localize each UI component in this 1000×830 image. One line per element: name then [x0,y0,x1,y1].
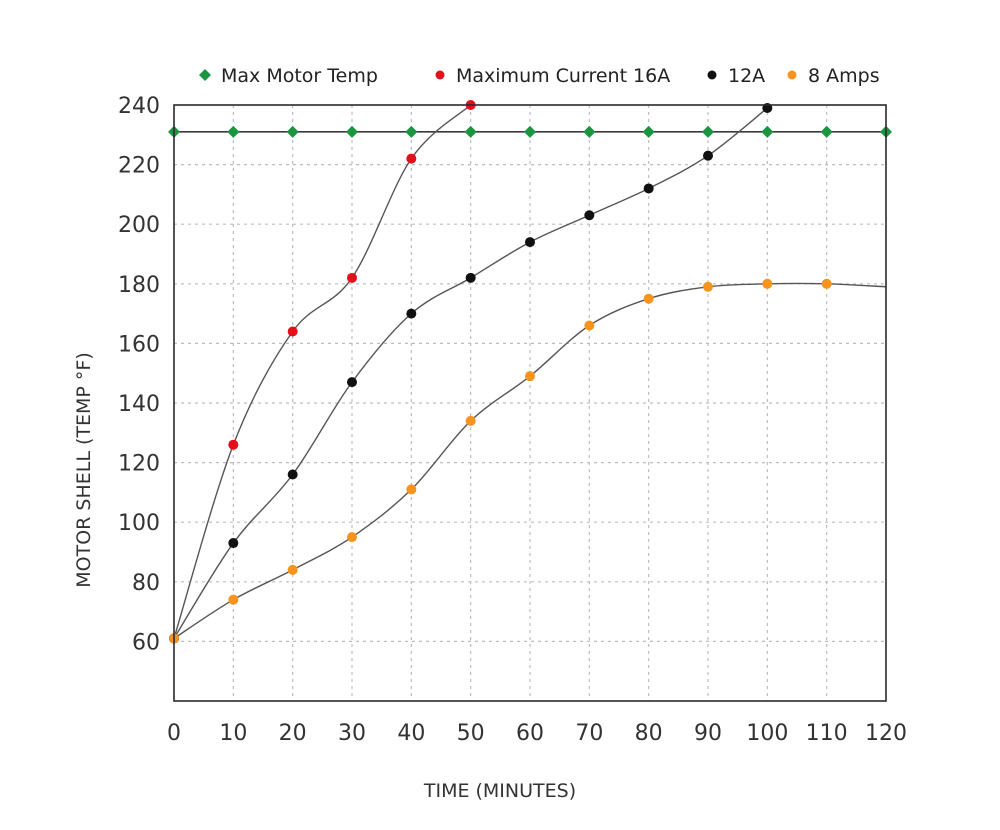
plot-frame [173,104,887,702]
x-axis-label: TIME (MINUTES) [423,780,576,802]
y-tick-label: 120 [118,452,160,477]
legend-marker-maximum-current-16a [435,70,445,80]
line-12a [173,107,768,639]
line-maximum-current-16a [173,104,472,639]
point-8-amps [821,278,832,289]
x-tick-label: 90 [694,721,722,746]
legend-label-maximum-current-16a: Maximum Current 16A [456,65,670,87]
y-tick-label: 200 [118,213,160,238]
point-max-motor-temp [227,125,240,138]
legend-label-max-motor-temp: Max Motor Temp [221,65,378,87]
point-8-amps [584,320,595,331]
point-12a [406,308,417,319]
x-tick-label: 80 [635,721,663,746]
point-max-motor-temp [761,125,774,138]
legend-marker-12a [707,70,717,80]
point-8-amps [228,594,239,605]
y-tick-label: 160 [118,332,160,357]
grid-lines [174,105,886,701]
y-tick-label: 180 [118,273,160,298]
point-max-motor-temp [702,125,714,138]
x-tick-label: 60 [516,721,544,746]
y-tick-label: 240 [118,94,160,119]
x-axis-ticks: 0 10 20 30 40 50 60 70 80 90 100 110 120 [167,721,907,746]
point-max-motor-temp [346,125,358,138]
legend-marker-max-motor-temp [199,69,211,81]
point-12a [525,237,535,248]
x-tick-label: 40 [397,721,425,746]
point-maximum-current-16a [347,272,357,283]
point-8-amps [703,281,713,292]
x-tick-label: 120 [865,721,907,746]
point-max-motor-temp [286,125,299,138]
point-maximum-current-16a [406,153,417,164]
legend-marker-8-amps [787,70,797,80]
point-8-amps [347,532,357,543]
x-tick-label: 20 [279,721,307,746]
point-max-motor-temp [405,125,418,138]
y-tick-label: 220 [118,154,160,179]
point-12a [465,272,476,283]
y-axis-label: MOTOR SHELL (TEMP °F) [73,352,95,587]
point-12a [347,377,357,388]
point-8-amps [525,371,535,382]
y-tick-label: 60 [132,630,160,655]
x-tick-label: 100 [746,721,788,746]
legend-label-12a: 12A [728,65,765,87]
point-max-motor-temp [820,125,833,138]
y-tick-label: 80 [132,571,160,596]
y-tick-label: 100 [118,511,160,536]
point-8-amps [465,415,476,426]
x-tick-label: 30 [338,721,366,746]
y-axis-ticks: 60 80 100 120 140 160 180 200 220 240 [118,94,160,655]
x-tick-label: 10 [219,721,247,746]
x-tick-label: 70 [575,721,603,746]
point-max-motor-temp [583,125,596,138]
point-maximum-current-16a [228,439,239,450]
point-12a [287,469,298,480]
point-8-amps [287,564,298,575]
point-12a [643,183,654,194]
point-max-motor-temp [642,125,655,138]
x-tick-label: 50 [457,721,485,746]
point-12a [584,210,595,221]
point-8-amps [643,293,654,304]
point-max-motor-temp [524,125,536,138]
point-max-motor-temp [464,125,477,138]
point-maximum-current-16a [287,326,298,337]
x-tick-label: 0 [167,721,181,746]
point-8-amps [762,278,773,289]
point-12a [703,150,713,161]
point-12a [228,538,239,549]
x-tick-label: 110 [806,721,848,746]
legend-label-8-amps: 8 Amps [808,65,880,87]
legend: Max Motor Temp Maximum Current 16A 12A 8 Am… [199,65,880,87]
point-8-amps [406,484,417,495]
y-tick-label: 140 [118,392,160,417]
